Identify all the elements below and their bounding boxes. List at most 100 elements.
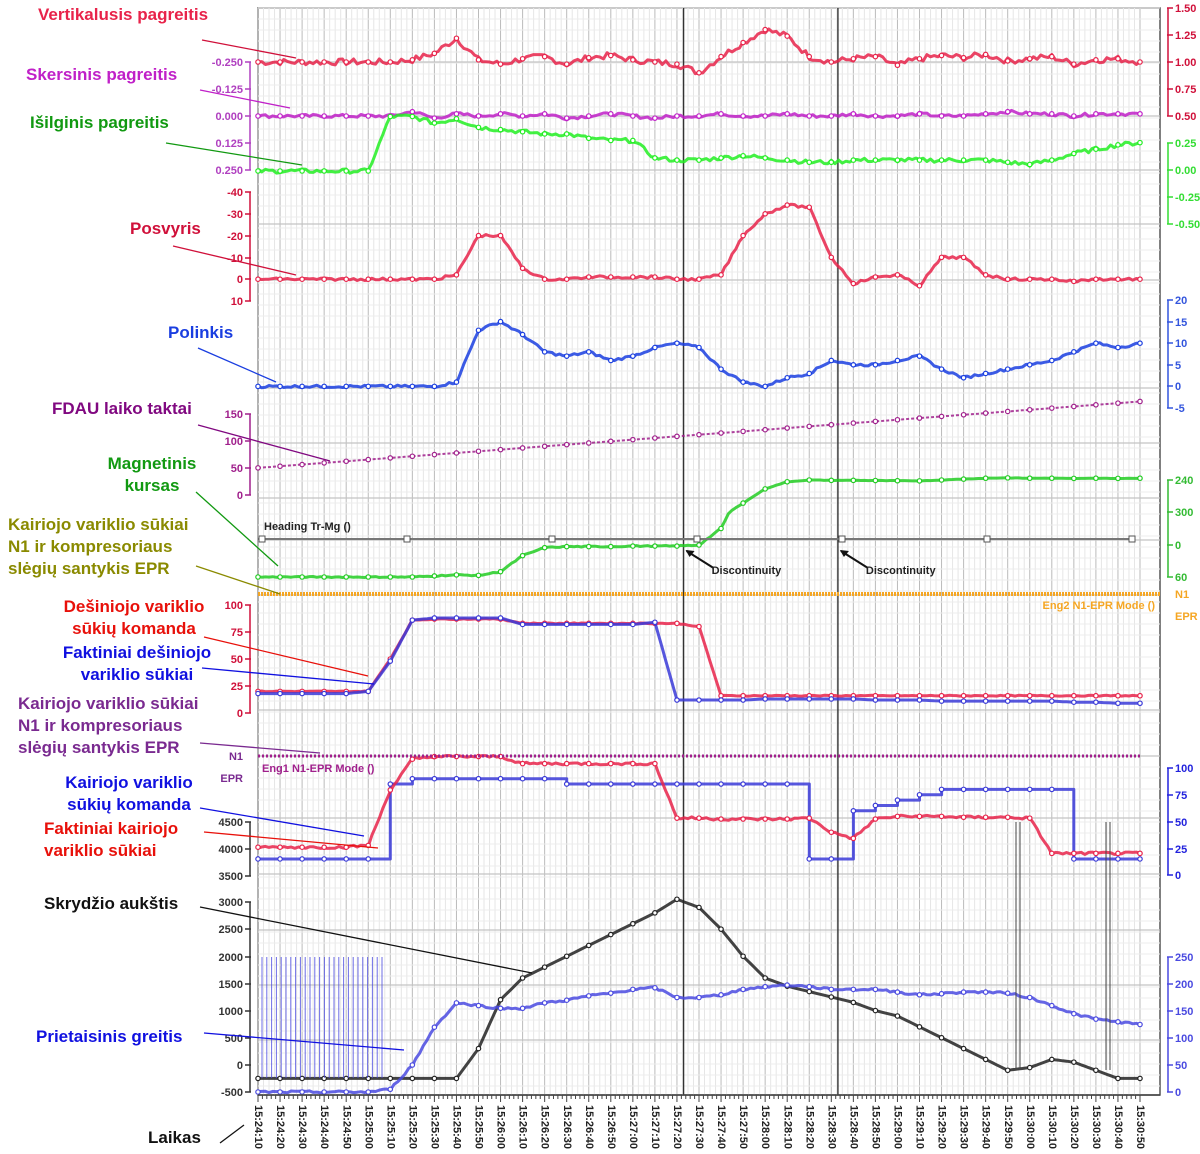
data-point xyxy=(652,115,658,121)
data-point xyxy=(277,463,283,470)
data-point xyxy=(828,59,835,65)
data-point xyxy=(938,990,945,997)
data-point xyxy=(321,383,327,390)
label-eng2-mode-line1: Kairiojo variklio sūkiai xyxy=(8,515,189,534)
data-point xyxy=(475,57,482,63)
data-point xyxy=(982,51,989,58)
data-point xyxy=(960,54,967,61)
data-point xyxy=(299,856,305,862)
label-right-actual: Faktiniai dešiniojo variklio sūkiai xyxy=(48,642,226,686)
data-point xyxy=(762,113,768,119)
data-point xyxy=(740,379,746,385)
data-point xyxy=(982,989,989,995)
data-point xyxy=(563,781,570,787)
leader-line xyxy=(197,347,277,383)
airspeed-tick-label: 100 xyxy=(1175,1033,1193,1045)
data-point xyxy=(982,692,989,699)
label-eng2-mode-line2: N1 ir kompresoriaus xyxy=(8,537,173,556)
data-point xyxy=(762,426,768,433)
data-point xyxy=(387,455,394,461)
data-point xyxy=(1093,856,1099,862)
data-point xyxy=(1071,150,1077,157)
x-tick-label: 15:27:30 xyxy=(693,1105,705,1149)
heading-trmg-marker xyxy=(403,535,411,543)
data-point xyxy=(607,543,614,550)
data-point xyxy=(894,813,901,820)
data-point xyxy=(1026,361,1033,368)
left-engine-rpm-tick-label: 3500 xyxy=(219,871,243,883)
data-point xyxy=(1026,475,1033,482)
x-tick-label: 15:28:50 xyxy=(869,1105,881,1149)
data-point xyxy=(607,781,614,787)
data-point xyxy=(762,816,768,822)
data-point xyxy=(850,696,857,702)
data-point xyxy=(585,135,592,142)
accel-tick-label: 0.000 xyxy=(215,111,243,123)
label-lateral-accel: Skersinis pagreitis xyxy=(26,65,178,84)
data-point xyxy=(585,349,592,355)
data-point xyxy=(255,856,261,862)
fdau-tick-label: 150 xyxy=(225,409,243,421)
data-point xyxy=(1093,1016,1099,1022)
x-tick-label: 15:25:10 xyxy=(384,1105,396,1149)
label-vertical-accel: Vertikalusis pagreitis xyxy=(38,5,209,24)
x-tick-label: 15:30:40 xyxy=(1112,1105,1124,1149)
data-point xyxy=(960,698,967,704)
plot-grid xyxy=(257,7,1161,1096)
eng1-mode-tick-label: EPR xyxy=(220,773,243,785)
data-point xyxy=(762,155,768,161)
data-point xyxy=(806,204,813,211)
data-point xyxy=(453,572,460,578)
data-point xyxy=(1093,692,1099,699)
data-point xyxy=(696,994,702,1001)
heading-trmg-label: Heading Tr-Mg () xyxy=(264,521,351,533)
data-point xyxy=(585,760,592,767)
data-point xyxy=(872,274,879,280)
data-point xyxy=(916,697,923,703)
data-point xyxy=(343,856,350,862)
leader-line xyxy=(199,807,365,837)
data-point xyxy=(343,59,350,65)
data-point xyxy=(850,361,857,368)
data-point xyxy=(784,374,791,381)
data-point xyxy=(453,1000,460,1006)
series-layer xyxy=(255,26,1160,1095)
data-point xyxy=(277,276,283,283)
data-point xyxy=(916,157,923,163)
data-point xyxy=(321,690,327,697)
data-point xyxy=(607,111,614,117)
data-point xyxy=(1049,405,1055,411)
left-engine-rpm-tick-label: 4500 xyxy=(219,817,243,829)
data-point xyxy=(607,52,614,59)
data-point xyxy=(630,920,636,927)
data-point xyxy=(519,621,526,628)
data-point xyxy=(409,756,416,763)
right-engine-tick-label: 0 xyxy=(237,708,243,720)
vertical-accel-tick-label: 1.25 xyxy=(1175,30,1196,42)
data-point xyxy=(982,272,989,278)
data-point xyxy=(1004,786,1011,793)
data-point xyxy=(652,59,658,65)
data-point xyxy=(982,1056,989,1063)
data-point xyxy=(630,986,636,993)
data-point xyxy=(718,525,724,532)
data-point xyxy=(938,698,945,704)
data-point xyxy=(431,1075,438,1082)
data-point xyxy=(784,157,791,163)
data-point xyxy=(409,113,416,120)
data-point xyxy=(321,460,327,466)
data-point xyxy=(431,451,438,458)
data-point xyxy=(343,1089,350,1095)
data-point xyxy=(1049,475,1055,482)
data-point xyxy=(541,349,548,355)
data-point xyxy=(607,931,614,938)
data-point xyxy=(1115,344,1121,351)
longitudinal-accel-tick-label: -0.25 xyxy=(1175,192,1200,204)
data-point xyxy=(497,775,504,782)
leader-lines xyxy=(165,39,533,1144)
data-point xyxy=(585,781,592,787)
data-point xyxy=(1071,1059,1077,1065)
data-point xyxy=(674,896,680,903)
data-point xyxy=(541,53,548,60)
heading-tick-label: 300 xyxy=(1175,507,1193,519)
